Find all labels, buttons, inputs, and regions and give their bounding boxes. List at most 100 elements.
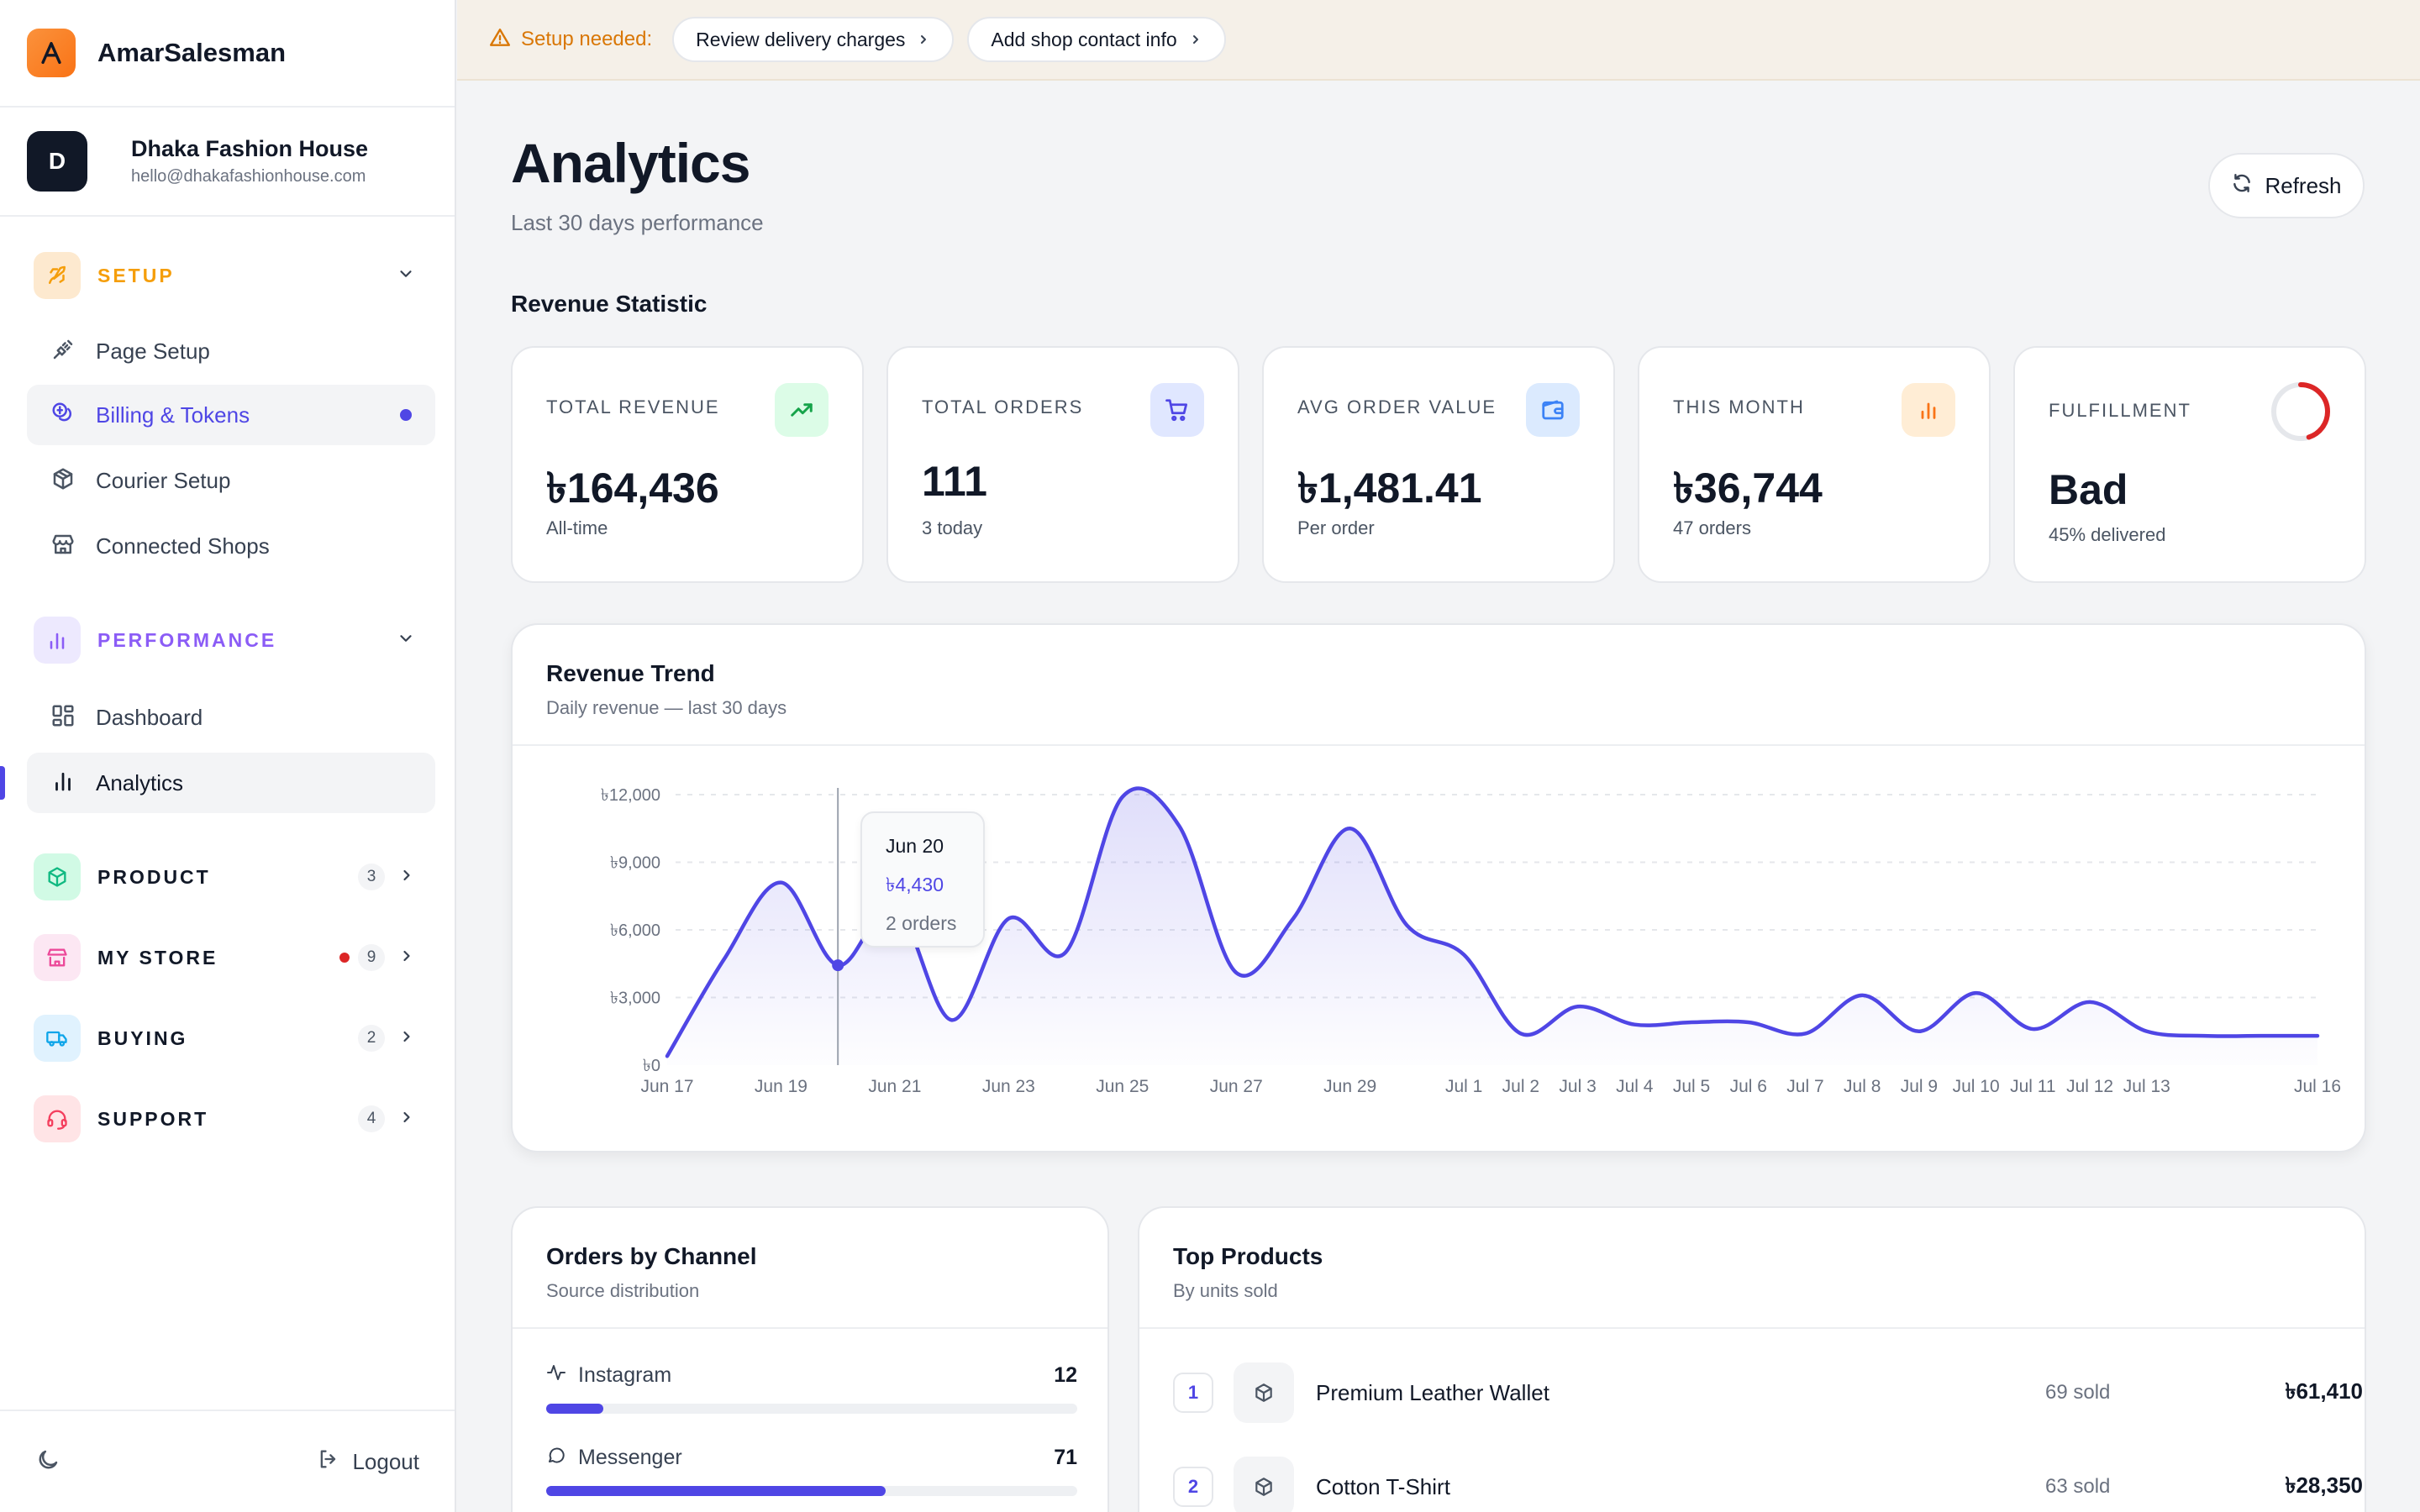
chevron-down-icon[interactable] — [397, 629, 415, 652]
revenue-statistic-heading: Revenue Statistic — [511, 291, 708, 317]
card-header: Orders by Channel Source distribution — [513, 1208, 1107, 1329]
sidebar-item-label: Page Setup — [96, 338, 210, 364]
tooltip-value: ৳4,430 — [886, 874, 944, 895]
x-tick-label: Jul 4 — [1616, 1077, 1654, 1096]
orders-by-channel-card: Orders by Channel Source distribution In… — [511, 1206, 1109, 1512]
x-tick-label: Jul 5 — [1673, 1077, 1710, 1096]
count-badge: 2 — [358, 1025, 385, 1052]
x-tick-label: Jul 10 — [1953, 1077, 2000, 1096]
coins-icon — [50, 401, 76, 430]
trending-up-icon — [775, 383, 829, 437]
group-my-store-label: MY STORE — [97, 946, 218, 969]
x-tick-label: Jul 13 — [2123, 1077, 2170, 1096]
banner-label: Setup needed: — [521, 28, 653, 50]
revenue-trend-chart[interactable]: ৳12,000 ৳9,000 ৳6,000 ৳3,000 ৳0 Jun 17 Jun 19 J… — [513, 746, 2365, 1149]
plug-icon — [50, 337, 76, 366]
sidebar-item-label: Dashboard — [96, 704, 203, 730]
x-tick-label: Jun 27 — [1210, 1077, 1263, 1096]
group-product[interactable]: PRODUCT 3 — [34, 852, 422, 902]
product-rank: 2 — [1173, 1467, 1213, 1507]
review-delivery-charges-button[interactable]: Review delivery charges — [672, 17, 955, 62]
section-setup-label: SETUP — [97, 264, 175, 286]
refresh-label: Refresh — [2265, 172, 2342, 198]
chevron-right-icon — [398, 948, 415, 969]
stat-label: FULFILLMENT — [2049, 400, 2191, 421]
sidebar-item-connected-shops[interactable]: Connected Shops — [27, 516, 435, 576]
channel-bar-track — [546, 1486, 1077, 1496]
y-tick-label: ৳12,000 — [601, 786, 660, 805]
sidebar-item-courier-setup[interactable]: Courier Setup — [27, 450, 435, 511]
count-badge: 4 — [358, 1105, 385, 1132]
x-tick-label: Jun 23 — [982, 1077, 1035, 1096]
x-tick-label: Jun 19 — [755, 1077, 808, 1096]
section-performance-label: PERFORMANCE — [97, 628, 277, 651]
stat-fulfillment: FULFILLMENT Bad 45% delivered — [2013, 346, 2366, 583]
y-tick-label: ৳0 — [643, 1057, 660, 1075]
sidebar-item-label: Analytics — [96, 769, 184, 795]
sidebar-item-page-setup[interactable]: Page Setup — [27, 321, 435, 381]
product-row[interactable]: 1 Premium Leather Wallet 69 sold ৳61,410 — [1173, 1362, 2363, 1423]
channel-row-instagram[interactable]: Instagram 12 — [546, 1362, 1077, 1414]
sidebar-item-dashboard[interactable]: Dashboard — [27, 687, 435, 748]
card-title: Revenue Trend — [546, 660, 715, 686]
refresh-icon — [2231, 172, 2253, 200]
section-performance[interactable]: PERFORMANCE — [34, 617, 422, 664]
channel-row-messenger[interactable]: Messenger 71 — [546, 1445, 1077, 1496]
channel-bar-fill — [546, 1486, 886, 1496]
bar-chart-icon — [50, 769, 76, 798]
revenue-line — [665, 786, 2320, 1058]
sidebar-item-billing[interactable]: Billing & Tokens — [27, 385, 435, 445]
top-products-card: Top Products By units sold 1 Premium Lea… — [1138, 1206, 2366, 1512]
brand[interactable]: AmarSalesman — [0, 0, 455, 108]
chevron-right-icon — [398, 1028, 415, 1049]
product-row[interactable]: 2 Cotton T-Shirt 63 sold ৳28,350 — [1173, 1457, 2363, 1512]
refresh-button[interactable]: Refresh — [2208, 153, 2365, 218]
stat-this-month: THIS MONTH ৳36,744 47 orders — [1638, 346, 1991, 583]
pill-label: Review delivery charges — [696, 28, 906, 50]
cart-icon — [1150, 383, 1204, 437]
logout-label: Logout — [352, 1448, 419, 1474]
stat-value: ৳164,436 — [546, 465, 719, 512]
x-tick-label: Jul 11 — [2010, 1077, 2055, 1096]
fulfillment-ring-fill — [2271, 382, 2330, 441]
sidebar-item-label: Courier Setup — [96, 467, 231, 493]
sidebar-footer: Logout — [0, 1410, 455, 1512]
section-setup[interactable]: SETUP — [34, 252, 422, 299]
logout-button[interactable]: Logout — [317, 1447, 419, 1477]
account-card[interactable]: D Dhaka Fashion House hello@dhakafashion… — [0, 108, 455, 217]
stat-value: ৳1,481.41 — [1297, 465, 1482, 512]
wallet-icon — [1526, 383, 1580, 437]
chevron-right-icon — [398, 1109, 415, 1130]
moon-icon[interactable] — [35, 1447, 60, 1477]
y-tick-label: ৳6,000 — [610, 921, 660, 940]
add-shop-contact-button[interactable]: Add shop contact info — [967, 17, 1226, 62]
truck-icon — [34, 1015, 81, 1062]
tooltip-orders: 2 orders — [886, 912, 957, 934]
group-support[interactable]: SUPPORT 4 — [34, 1094, 422, 1144]
tooltip-date: Jun 20 — [886, 835, 944, 857]
channel-count: 12 — [1054, 1363, 1077, 1387]
group-buying-label: BUYING — [97, 1026, 188, 1049]
channel-bar-track — [546, 1404, 1077, 1414]
alert-dot — [339, 953, 350, 963]
stat-label: AVG ORDER VALUE — [1297, 396, 1497, 417]
stat-note: 47 orders — [1673, 517, 1751, 538]
stat-value: 111 — [922, 458, 987, 505]
group-buying[interactable]: BUYING 2 — [34, 1013, 422, 1063]
product-sold: 69 sold — [2045, 1381, 2111, 1404]
package-icon — [1234, 1457, 1294, 1512]
x-tick-label: Jul 1 — [1445, 1077, 1482, 1096]
chevron-down-icon[interactable] — [397, 265, 415, 287]
sidebar: AmarSalesman D Dhaka Fashion House hello… — [0, 0, 456, 1512]
message-icon — [546, 1445, 566, 1471]
bar-chart-icon — [34, 617, 81, 664]
count-badge: 3 — [358, 864, 385, 890]
product-sold: 63 sold — [2045, 1475, 2111, 1498]
group-my-store[interactable]: MY STORE 9 — [34, 932, 422, 983]
chart-tooltip: Jun 20 ৳4,430 2 orders — [860, 811, 985, 948]
card-subtitle: Source distribution — [546, 1280, 700, 1301]
setup-banner: Setup needed: Review delivery charges Ad… — [457, 0, 2420, 81]
sidebar-item-analytics[interactable]: Analytics — [27, 753, 435, 813]
x-tick-label: Jul 6 — [1730, 1077, 1767, 1096]
count-badge: 9 — [358, 944, 385, 971]
